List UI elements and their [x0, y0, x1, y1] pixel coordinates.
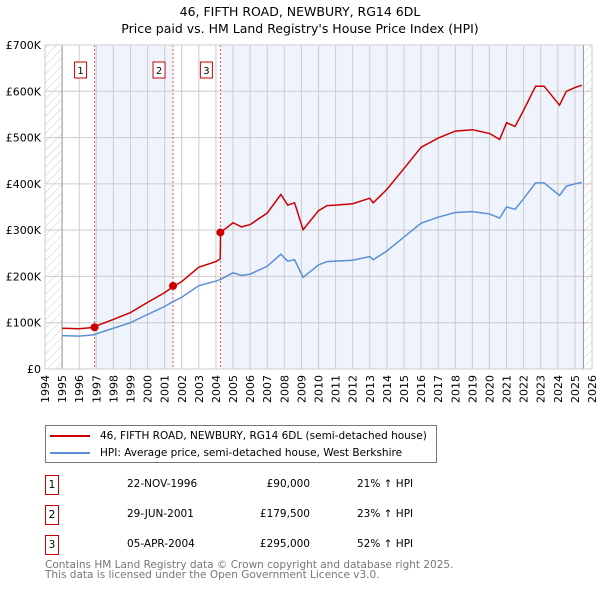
x-tick-label: 2014 — [381, 375, 394, 403]
x-tick-label: 2012 — [347, 375, 360, 403]
legend-item-property: 46, FIFTH ROAD, NEWBURY, RG14 6DL (semi-… — [50, 428, 427, 444]
y-tick-label: £500K — [6, 132, 42, 145]
sale-num: 2 — [45, 505, 59, 525]
legend: 46, FIFTH ROAD, NEWBURY, RG14 6DL (semi-… — [45, 425, 437, 463]
x-tick-label: 2002 — [176, 375, 189, 403]
sale-point — [90, 323, 99, 332]
x-tick-label: 1998 — [107, 375, 120, 403]
x-tick-label: 1999 — [124, 375, 137, 403]
x-tick-label: 2004 — [210, 375, 223, 403]
x-tick-label: 2019 — [466, 375, 479, 403]
sale-hpi: 52% ↑ HPI — [357, 538, 414, 550]
sale-label-box — [152, 61, 166, 79]
y-tick-label: £0 — [27, 363, 41, 376]
sale-point — [216, 228, 225, 237]
hpi-line — [62, 181, 582, 337]
y-tick-label: £700K — [6, 39, 42, 52]
x-tick-label: 1997 — [90, 375, 103, 403]
x-tick-label: 2021 — [501, 375, 514, 403]
y-tick-label: £400K — [6, 178, 42, 191]
sale-hpi: 23% ↑ HPI — [357, 508, 414, 520]
y-tick-label: £600K — [6, 85, 42, 98]
sale-date: 22-NOV-1996 — [127, 478, 198, 490]
x-tick-label: 2016 — [415, 375, 428, 403]
sale-price: £179,500 — [259, 508, 310, 520]
x-tick-label: 1994 — [39, 375, 52, 403]
sale-date: 29-JUN-2001 — [127, 508, 194, 520]
legend-label: HPI: Average price, semi-detached house,… — [100, 447, 403, 459]
x-tick-label: 2023 — [535, 375, 548, 403]
sale-hpi: 21% ↑ HPI — [357, 478, 414, 490]
shaded-period — [94, 45, 174, 369]
chart-subtitle: Price paid vs. HM Land Registry's House … — [121, 21, 479, 36]
x-tick-label: 2025 — [569, 375, 582, 403]
y-tick-label: £200K — [6, 270, 42, 283]
sale-label: 2 — [156, 66, 162, 77]
sale-row: 3 05-APR-2004 £295,000 52% ↑ HPI — [45, 535, 445, 555]
x-tick-label: 2013 — [364, 375, 377, 403]
sale-row: 1 22-NOV-1996 £90,000 21% ↑ HPI — [45, 475, 445, 495]
x-tick-label: 2005 — [227, 375, 240, 403]
sale-price: £90,000 — [266, 478, 310, 490]
legend-item-hpi: HPI: Average price, semi-detached house,… — [50, 445, 402, 461]
legend-label: 46, FIFTH ROAD, NEWBURY, RG14 6DL (semi-… — [100, 430, 427, 442]
x-tick-label: 2007 — [261, 375, 274, 403]
plot-border — [44, 44, 593, 370]
sale-point — [169, 281, 178, 290]
x-tick-label: 2020 — [483, 375, 496, 403]
x-tick-label: 2010 — [313, 375, 326, 403]
x-tick-label: 2015 — [398, 375, 411, 403]
sale-num: 1 — [45, 475, 59, 495]
sale-label: 1 — [77, 66, 83, 77]
footer: Contains HM Land Registry data © Crown c… — [45, 559, 454, 581]
x-tick-label: 2003 — [193, 375, 206, 403]
x-tick-label: 2018 — [449, 375, 462, 403]
footer-line: This data is licensed under the Open Gov… — [45, 569, 380, 581]
chart-title: 46, FIFTH ROAD, NEWBURY, RG14 6DL — [179, 4, 421, 19]
hatched-no-data — [45, 45, 63, 369]
x-tick-label: 2001 — [159, 375, 172, 403]
footer-line: Contains HM Land Registry data © Crown c… — [45, 559, 454, 571]
price-chart: 1994 1995 1996 1997 1998 1999 2000 2001 2002 2003… — [6, 39, 599, 403]
x-tick-label: 2024 — [552, 375, 565, 403]
x-tick-label: 2009 — [295, 375, 308, 403]
sale-price: £295,000 — [259, 538, 310, 550]
x-tick-label: 1995 — [56, 375, 69, 403]
x-tick-label: 2022 — [518, 375, 531, 403]
sale-label-box — [74, 61, 88, 79]
sale-label: 3 — [203, 66, 209, 77]
sale-label-box — [199, 61, 213, 79]
x-tick-label: 2006 — [244, 375, 257, 403]
sale-num: 3 — [45, 535, 59, 555]
blue-line-swatch — [50, 452, 90, 454]
x-tick-label: 2011 — [330, 375, 343, 403]
shaded-period — [220, 45, 584, 369]
red-line-swatch — [50, 435, 90, 437]
x-tick-label: 2026 — [586, 375, 599, 403]
x-tick-label: 2017 — [432, 375, 445, 403]
property-price-line — [62, 84, 582, 330]
y-tick-label: £300K — [6, 224, 42, 237]
hatched-no-data — [583, 45, 592, 369]
x-tick-label: 2008 — [278, 375, 291, 403]
sale-row: 2 29-JUN-2001 £179,500 23% ↑ HPI — [45, 505, 445, 525]
x-tick-label: 2000 — [142, 375, 155, 403]
sale-date: 05-APR-2004 — [127, 538, 195, 550]
x-tick-label: 1996 — [73, 375, 86, 403]
y-tick-label: £100K — [6, 317, 42, 330]
